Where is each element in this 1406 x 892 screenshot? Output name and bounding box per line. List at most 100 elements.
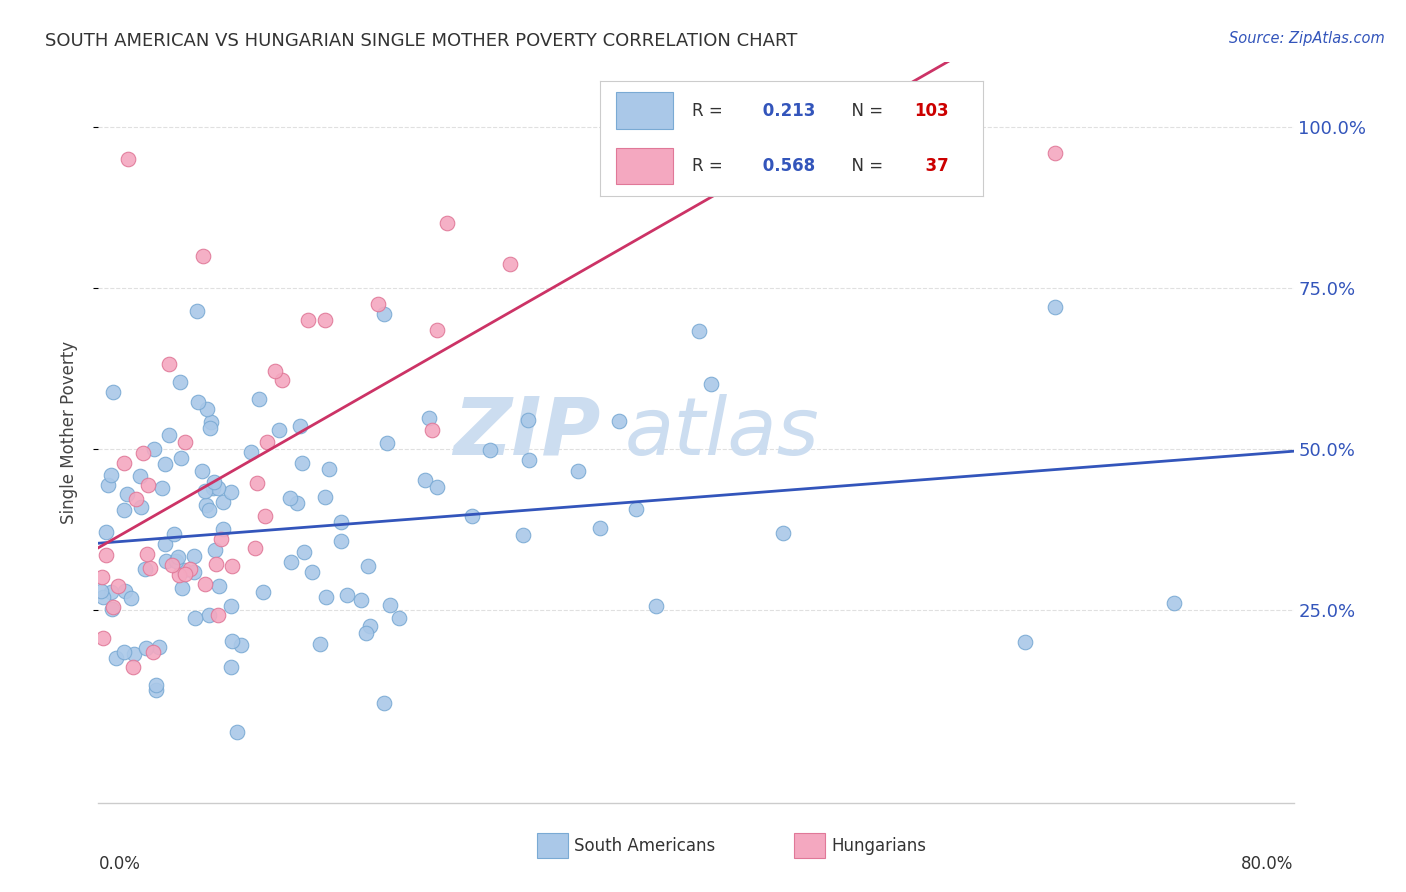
Point: [96, 548, 118, 562]
Point: [101, 600, 124, 615]
Point: [219, 599, 242, 613]
Point: [607, 414, 630, 428]
Point: [226, 725, 249, 739]
Point: [174, 566, 197, 581]
Point: [198, 421, 221, 435]
Point: [436, 216, 458, 230]
Point: [163, 527, 186, 541]
Point: [229, 639, 252, 653]
Point: [155, 554, 177, 568]
Point: [157, 428, 180, 442]
Point: [205, 557, 228, 571]
Point: [170, 450, 193, 465]
Point: [254, 508, 277, 523]
Point: [354, 625, 377, 640]
Point: [239, 445, 262, 459]
Point: [167, 567, 190, 582]
Point: [219, 484, 242, 499]
Point: [112, 456, 135, 470]
Point: [280, 491, 302, 505]
Point: [157, 357, 180, 371]
Point: [350, 593, 373, 607]
Point: [318, 462, 340, 476]
Point: [330, 515, 353, 529]
Point: [309, 637, 332, 651]
Point: [413, 473, 436, 487]
Point: [315, 590, 337, 604]
Point: [517, 412, 540, 426]
Point: [153, 458, 176, 472]
Point: [179, 562, 201, 576]
Point: [97, 477, 120, 491]
Point: [186, 304, 208, 318]
Point: [104, 650, 127, 665]
Point: [373, 307, 395, 321]
Point: [420, 423, 443, 437]
Point: [221, 559, 243, 574]
Point: [219, 659, 242, 673]
Point: [100, 584, 122, 599]
Point: [772, 525, 794, 540]
Point: [211, 495, 233, 509]
Point: [202, 481, 225, 495]
Point: [145, 682, 167, 697]
Point: [207, 481, 229, 495]
Point: [380, 598, 402, 612]
Point: [264, 364, 287, 378]
Point: [624, 502, 647, 516]
Point: [160, 558, 183, 573]
Text: 80.0%: 80.0%: [1241, 855, 1294, 872]
Point: [139, 561, 162, 575]
Text: ZIP: ZIP: [453, 393, 600, 472]
Point: [1043, 300, 1066, 314]
Point: [166, 550, 188, 565]
Point: [135, 641, 157, 656]
Point: [314, 313, 336, 327]
Point: [280, 555, 302, 569]
Point: [329, 534, 352, 549]
Point: [426, 480, 449, 494]
Point: [145, 678, 167, 692]
Point: [288, 418, 311, 433]
Point: [90, 584, 112, 599]
Point: [357, 558, 380, 573]
Point: [112, 645, 135, 659]
Point: [359, 618, 381, 632]
Point: [202, 475, 225, 489]
Text: SOUTH AMERICAN VS HUNGARIAN SINGLE MOTHER POVERTY CORRELATION CHART: SOUTH AMERICAN VS HUNGARIAN SINGLE MOTHE…: [45, 32, 797, 50]
Point: [517, 452, 540, 467]
Point: [418, 410, 440, 425]
Point: [247, 392, 270, 406]
Point: [194, 483, 217, 498]
Point: [136, 477, 159, 491]
Point: [166, 554, 188, 568]
Point: [91, 631, 114, 645]
Point: [567, 465, 589, 479]
Point: [212, 522, 235, 536]
Point: [115, 487, 138, 501]
Point: [112, 503, 135, 517]
Point: [194, 577, 217, 591]
Point: [101, 385, 124, 400]
Point: [645, 599, 668, 613]
Point: [461, 508, 484, 523]
Point: [187, 394, 209, 409]
Point: [267, 423, 290, 437]
Point: [1014, 635, 1036, 649]
Point: [336, 588, 359, 602]
Point: [117, 152, 139, 166]
Point: [207, 608, 229, 623]
Y-axis label: Single Mother Poverty: Single Mother Poverty: [59, 341, 77, 524]
Point: [246, 475, 269, 490]
Point: [388, 611, 411, 625]
Point: [252, 585, 274, 599]
Point: [128, 468, 150, 483]
Point: [191, 249, 214, 263]
Point: [291, 456, 314, 470]
Point: [700, 377, 723, 392]
Point: [191, 464, 214, 478]
Point: [301, 565, 323, 579]
Point: [209, 532, 232, 546]
Point: [91, 570, 114, 584]
Point: [478, 443, 501, 458]
